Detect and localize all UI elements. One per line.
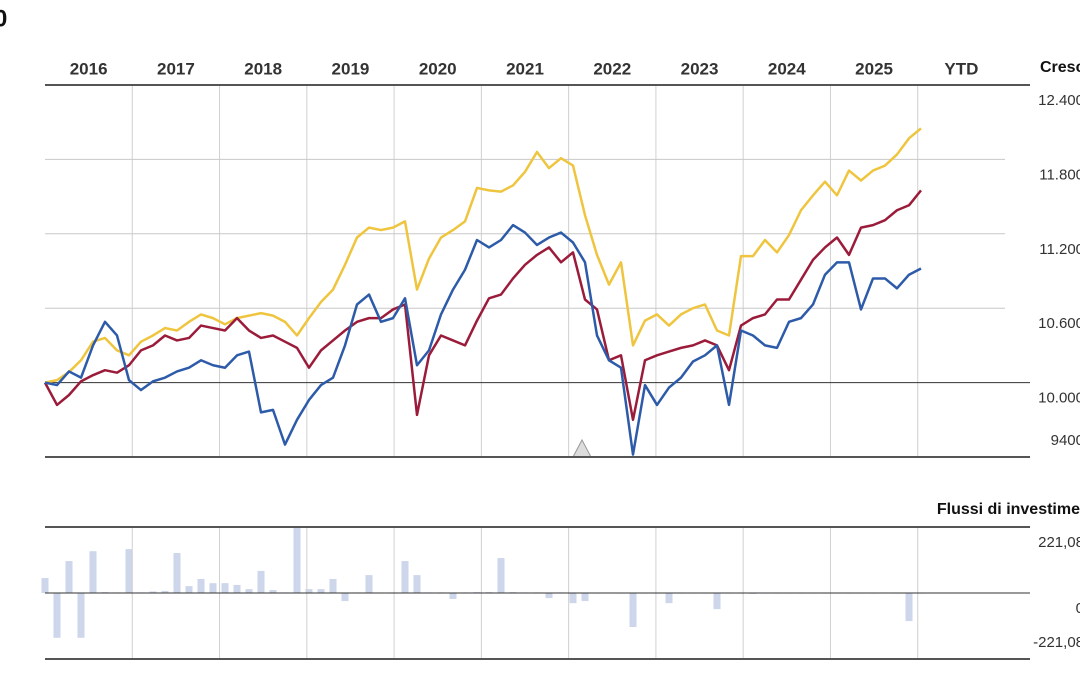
bar: [713, 593, 721, 610]
bar: [293, 527, 301, 593]
x-tick-label: 2023: [681, 59, 719, 78]
bar: [905, 593, 913, 622]
bar: [89, 551, 97, 593]
x-tick-label: 2019: [332, 59, 370, 78]
line-series: [44, 127, 922, 384]
bar: [581, 593, 589, 602]
bar: [149, 591, 157, 593]
x-tick-label: YTD: [944, 59, 978, 78]
y-tick-label: 10.600: [1038, 315, 1080, 332]
bar: [665, 593, 673, 604]
bar: [77, 593, 85, 638]
bar: [125, 549, 133, 593]
y-tick-label: 0: [1076, 600, 1080, 617]
bar: [365, 575, 373, 593]
x-tick-label: 2016: [70, 59, 108, 78]
x-tick-label: 2022: [593, 59, 631, 78]
line-series: [44, 223, 922, 456]
x-tick-label: 2021: [506, 59, 544, 78]
bar: [401, 561, 409, 593]
y-tick-label: 10.000: [1038, 390, 1080, 407]
bar: [233, 584, 241, 593]
bar: [569, 593, 577, 604]
x-tick-label: 2020: [419, 59, 457, 78]
y-tick-label: 11.200: [1039, 241, 1080, 258]
bar: [173, 552, 181, 593]
x-tick-label: 2017: [157, 59, 195, 78]
bar: [161, 590, 169, 593]
x-tick-label: 2024: [768, 59, 806, 78]
line-series: [43, 189, 922, 422]
chart-title: Cresc: [1040, 59, 1080, 76]
bar: [269, 590, 277, 593]
bar: [197, 578, 205, 593]
bar: [449, 593, 457, 599]
bar: [209, 583, 217, 593]
bar: [413, 575, 421, 593]
bar: [317, 589, 325, 593]
bar: [497, 558, 505, 593]
x-tick-label: 2025: [855, 59, 893, 78]
y-tick-label: 11.800: [1039, 166, 1080, 183]
x-tick-label: 2018: [244, 59, 282, 78]
bar: [341, 593, 349, 602]
bar: [329, 578, 337, 593]
marker: [572, 438, 592, 458]
bar: [629, 593, 637, 628]
bar: [221, 583, 229, 593]
y-tick-label: -221,08: [1033, 634, 1080, 651]
y-tick-label: 9400: [1051, 432, 1080, 449]
bar: [305, 589, 313, 593]
bar: [245, 589, 253, 593]
y-tick-label: 221,08: [1038, 534, 1080, 551]
bar: [545, 593, 553, 599]
y-tick-label: 12.400: [1038, 92, 1080, 109]
bar: [65, 561, 73, 593]
bar: [257, 570, 265, 593]
bar: [185, 586, 193, 593]
bar: [41, 578, 49, 593]
chart-title: Flussi di investime: [937, 501, 1080, 518]
bar: [53, 593, 61, 638]
header-fragment: 0: [0, 5, 7, 32]
